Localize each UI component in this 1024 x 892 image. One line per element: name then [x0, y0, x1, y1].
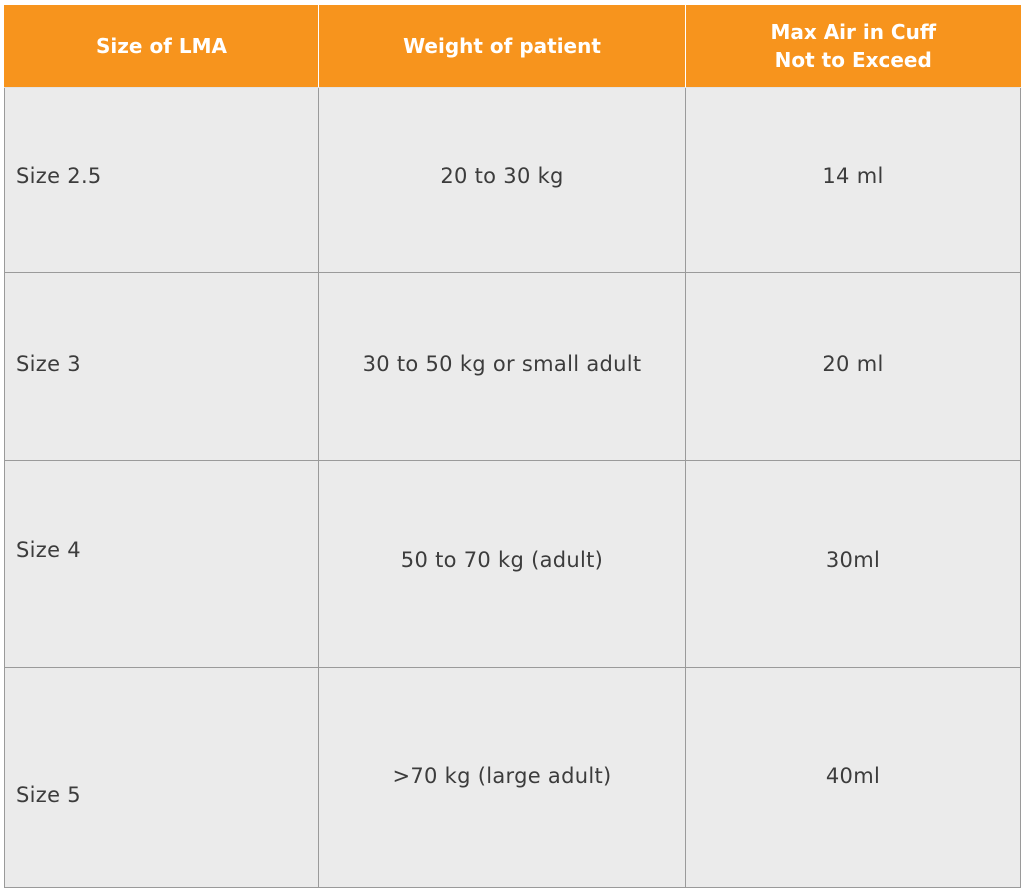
size-value: Size 5 — [16, 782, 81, 807]
weight-value: 30 to 50 kg or small adult — [362, 351, 642, 376]
table-row: Size 3 30 to 50 kg or small adult 20 ml — [4, 272, 1021, 461]
weight-cell: 20 to 30 kg — [318, 87, 686, 273]
max-air-cell: 30ml — [685, 460, 1021, 668]
size-cell: Size 2.5 — [4, 87, 319, 273]
size-value: Size 2.5 — [16, 164, 102, 188]
size-cell: Size 4 — [4, 460, 319, 668]
max-air-value: 40ml — [825, 763, 881, 788]
header-weight-of-patient: Weight of patient — [318, 5, 686, 88]
table-row: Size 5 >70 kg (large adult) 40ml — [4, 667, 1021, 888]
weight-cell: >70 kg (large adult) — [318, 667, 686, 888]
weight-value: 50 to 70 kg (adult) — [400, 548, 604, 572]
size-value: Size 4 — [16, 538, 81, 562]
lma-size-table: Size of LMA Weight of patient Max Air in… — [4, 5, 1021, 888]
header-max-air-label: Max Air in Cuff Not to Exceed — [770, 20, 937, 72]
table-row: Size 4 50 to 70 kg (adult) 30ml — [4, 460, 1021, 668]
weight-value: 20 to 30 kg — [440, 164, 564, 188]
max-air-cell: 20 ml — [685, 272, 1021, 461]
header-max-air-in-cuff: Max Air in Cuff Not to Exceed — [685, 5, 1021, 88]
table-header-row: Size of LMA Weight of patient Max Air in… — [4, 5, 1021, 88]
max-air-value: 20 ml — [822, 351, 884, 376]
size-cell: Size 3 — [4, 272, 319, 461]
table-row: Size 2.5 20 to 30 kg 14 ml — [4, 87, 1021, 273]
header-size-of-lma: Size of LMA — [4, 5, 319, 88]
max-air-cell: 14 ml — [685, 87, 1021, 273]
weight-cell: 30 to 50 kg or small adult — [318, 272, 686, 461]
weight-cell: 50 to 70 kg (adult) — [318, 460, 686, 668]
size-cell: Size 5 — [4, 667, 319, 888]
size-value: Size 3 — [16, 351, 81, 376]
max-air-cell: 40ml — [685, 667, 1021, 888]
weight-value: >70 kg (large adult) — [392, 763, 612, 788]
max-air-value: 14 ml — [822, 164, 884, 188]
max-air-value: 30ml — [825, 548, 881, 572]
